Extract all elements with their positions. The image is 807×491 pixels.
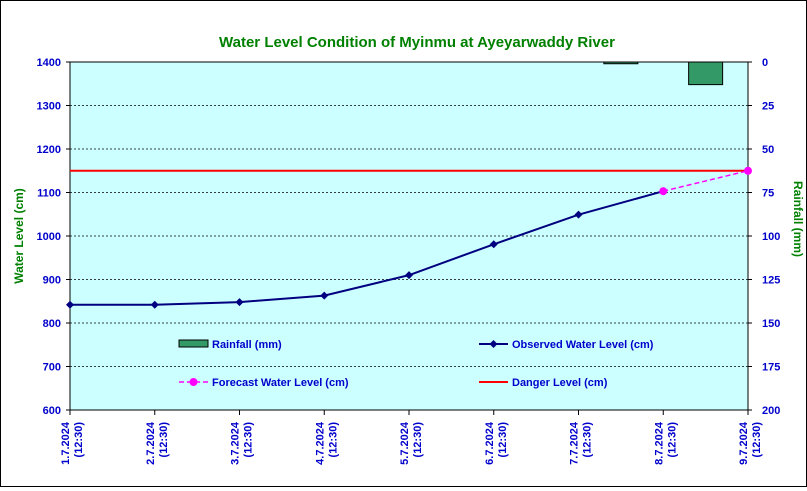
x-axis-tick-label: 7.7.2024 (12:30) [569,421,594,465]
left-axis-tick-label: 1200 [37,144,61,156]
right-axis-tick-label: 100 [762,231,780,243]
left-axis-tick-label: 1300 [37,101,61,113]
legend-label: Observed Water Level (cm) [512,339,654,351]
right-axis-tick-label: 150 [762,318,780,330]
x-axis-date-label: 9.7.2024 [738,421,750,465]
forecast-water-level-line [663,170,749,192]
observed-point [320,291,329,300]
forecast-point [659,187,668,196]
observed-water-level-line [70,190,664,306]
observed-point [150,300,159,309]
left-axis-tick-label: 800 [43,318,61,330]
x-axis-time-label: (12:30) [666,422,678,458]
chart-title: Water Level Condition of Myinmu at Ayeya… [219,34,615,51]
right-axis-tick-label: 0 [762,57,768,69]
observed-point [66,300,74,309]
right-axis-title: Rainfall (mm) [791,181,805,257]
legend-label: Danger Level (cm) [512,377,608,389]
legend-label: Rainfall (mm) [212,339,282,351]
x-axis-time-label: (12:30) [327,422,339,458]
x-axis-date-label: 7.7.2024 [569,421,581,465]
x-axis-tick-label: 5.7.2024 (12:30) [399,421,424,465]
x-axis-tick-label: 2.7.2024 (12:30) [145,421,170,465]
left-axis-tick-label: 600 [43,405,61,417]
left-axis-tick-label: 1100 [37,188,61,200]
rainfall-bar [603,61,639,65]
observed-point [489,240,498,249]
x-axis-tick-label: 1.7.2024 (12:30) [60,421,85,465]
x-axis-date-label: 5.7.2024 [399,421,411,465]
rainfall-bar [688,61,724,86]
right-axis-tick-label: 75 [762,188,774,200]
right-axis-tick-label: 50 [762,144,774,156]
x-axis-date-label: 2.7.2024 [145,421,157,465]
right-axis-tick-label: 200 [762,405,780,417]
left-axis-title: Water Level (cm) [12,188,26,284]
x-axis-time-label: (12:30) [751,422,763,458]
right-axis-tick-label: 25 [762,101,774,113]
legend-observed-marker [489,340,498,348]
right-axis-tick-label: 125 [762,275,780,287]
right-axis-tick-label: 175 [762,362,780,374]
legend-label: Forecast Water Level (cm) [212,377,349,389]
x-axis-tick-label: 4.7.2024 (12:30) [314,421,339,465]
x-axis-tick-label: 3.7.2024 (12:30) [230,421,255,465]
plot-area: 600 700 800 900 1000 1100 1200 1300 1400 0 25 50 75 1… [12,57,805,465]
x-axis-date-label: 4.7.2024 [314,421,326,465]
x-axis-time-label: (12:30) [582,422,594,458]
x-axis-date-label: 8.7.2024 [653,421,665,465]
x-axis-date-label: 1.7.2024 [60,421,72,465]
observed-point [574,210,583,219]
legend-forecast-marker [189,378,198,386]
observed-point [405,271,413,280]
x-axis-time-label: (12:30) [73,422,85,458]
x-axis-tick-label: 6.7.2024 (12:30) [484,421,509,465]
left-axis-tick-label: 700 [43,362,61,374]
x-axis-date-label: 3.7.2024 [230,421,242,465]
left-axis-tick-label: 900 [43,275,61,287]
forecast-point [744,166,752,175]
x-axis-tick-label: 8.7.2024 (12:30) [653,421,678,465]
observed-point [235,298,244,307]
legend-rainfall-key [178,339,209,348]
left-axis-tick-label: 1000 [37,231,61,243]
x-axis-tick-label: 9.7.2024 (12:30) [738,421,763,465]
x-axis-time-label: (12:30) [412,422,424,458]
x-axis-time-label: (12:30) [158,422,170,458]
x-axis-date-label: 6.7.2024 [484,421,496,465]
x-axis-time-label: (12:30) [497,422,509,458]
x-axis-time-label: (12:30) [243,422,255,458]
left-axis-tick-label: 1400 [37,57,61,69]
